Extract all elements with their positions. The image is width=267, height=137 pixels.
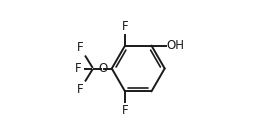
Text: O: O [98,62,107,75]
Text: F: F [77,83,84,96]
Text: F: F [122,20,128,33]
Text: F: F [77,41,84,54]
Text: F: F [74,62,81,75]
Text: OH: OH [166,39,184,52]
Text: F: F [122,104,128,117]
